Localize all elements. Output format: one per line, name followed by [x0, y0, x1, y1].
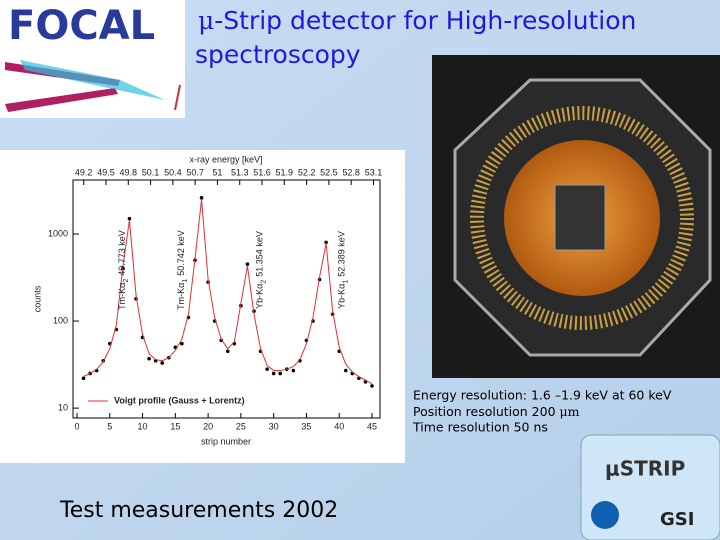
data-point [147, 356, 151, 361]
data-point [324, 240, 328, 245]
peak-name: Tm-Kα [117, 283, 127, 310]
x-tick-label: 0 [74, 421, 79, 431]
footer: Test measurements 2002 [59, 498, 338, 523]
data-point [225, 349, 230, 354]
fit-line [83, 198, 373, 385]
chart-panel [0, 150, 405, 463]
peak-label: Tm-Kα1 50.742 keV [176, 230, 188, 310]
data-point [81, 376, 86, 381]
x-tick-label: 40 [334, 421, 344, 431]
data-point [160, 361, 165, 365]
title: μ-Strip detector for High-resolution [198, 6, 636, 36]
peak-name: Yb-Kα [337, 284, 347, 309]
peak-energy: 50.742 keV [176, 230, 186, 276]
caption: Position resolution 200 μm [413, 404, 580, 419]
data-point [370, 384, 374, 388]
peak-sub: 2 [123, 279, 130, 283]
x2-tick-label: 51.6 [253, 167, 271, 177]
peak-name: Tm-Kα [176, 283, 186, 310]
x2-tick-label: 52.8 [342, 167, 360, 177]
x-tick-label: 25 [236, 421, 246, 431]
x2-tick-label: 52.2 [298, 167, 316, 177]
peak-energy: 52.389 keV [337, 231, 347, 277]
x2-axis-label: x-ray energy [keV] [189, 154, 262, 164]
x2-tick-label: 50.1 [142, 167, 160, 177]
data-point [278, 371, 283, 376]
x-tick-label: 20 [203, 421, 213, 431]
x2-tick-label: 51.3 [231, 167, 249, 177]
x2-tick-label: 50.4 [164, 167, 182, 177]
x-tick-label: 5 [107, 421, 112, 431]
logo-rays [20, 60, 165, 100]
plot-frame [72, 179, 381, 419]
data-point [291, 368, 296, 373]
y-tick-label: 100 [53, 315, 68, 325]
peak-label: Tm-Kα2 49.773 keV [117, 230, 129, 310]
badge-org: GSI [660, 509, 694, 530]
data-point [343, 368, 348, 373]
x-tick-label: 45 [367, 421, 377, 431]
legend-label: Voigt profile (Gauss + Lorentz) [114, 395, 245, 405]
peak-energy: 49.773 keV [117, 230, 127, 276]
y-axis-label: counts [32, 285, 42, 312]
badge-name: μSTRIP [605, 457, 685, 481]
y-tick-label: 10 [58, 402, 68, 412]
peak-sub: 1 [342, 280, 349, 284]
x2-tick-label: 53.1 [365, 167, 383, 177]
data-point [180, 341, 184, 346]
peak-label: Yb-Kα1 52.389 keV [337, 231, 349, 309]
x2-tick-label: 51.9 [276, 167, 294, 177]
peak-label: Yb-Kα2 51.354 keV [255, 231, 267, 309]
peak-sub: 2 [260, 280, 267, 284]
data-point [199, 196, 204, 200]
x-tick-label: 35 [301, 421, 311, 431]
logo-detector [174, 84, 181, 111]
x-tick-label: 10 [138, 421, 148, 431]
x2-tick-label: 49.8 [120, 167, 138, 177]
caption: Time resolution 50 ns [412, 420, 548, 435]
photo-pins [470, 106, 694, 330]
x-tick-label: 30 [269, 421, 279, 431]
data-point [271, 371, 276, 376]
x2-tick-label: 52.5 [320, 167, 338, 177]
caption: Energy resolution: 1.6 –1.9 keV at 60 ke… [413, 388, 672, 403]
captions: Energy resolution: 1.6 –1.9 keV at 60 ke… [412, 388, 672, 435]
logo-beam [5, 88, 118, 112]
data-point [265, 367, 269, 371]
x2-tick-label: 50.7 [186, 167, 204, 177]
logo-panel [0, 0, 185, 118]
x2-tick-label: 49.5 [97, 167, 115, 177]
x-tick-label: 15 [170, 421, 180, 431]
title: spectroscopy [195, 40, 361, 69]
photo-chip [554, 184, 606, 251]
data-point [298, 358, 302, 363]
badge-icon [591, 501, 619, 529]
x2-tick-label: 49.2 [75, 167, 93, 177]
logo-text: FOCAL [8, 3, 155, 49]
x2-tick-label: 51 [212, 167, 222, 177]
peak-name: Yb-Kα [255, 284, 265, 309]
peak-sub: 1 [182, 279, 189, 283]
y-tick-label: 1000 [48, 228, 68, 238]
peak-energy: 51.354 keV [255, 231, 265, 277]
x-axis-label: strip number [201, 436, 251, 446]
data-point [127, 216, 132, 221]
data-point [245, 262, 250, 266]
